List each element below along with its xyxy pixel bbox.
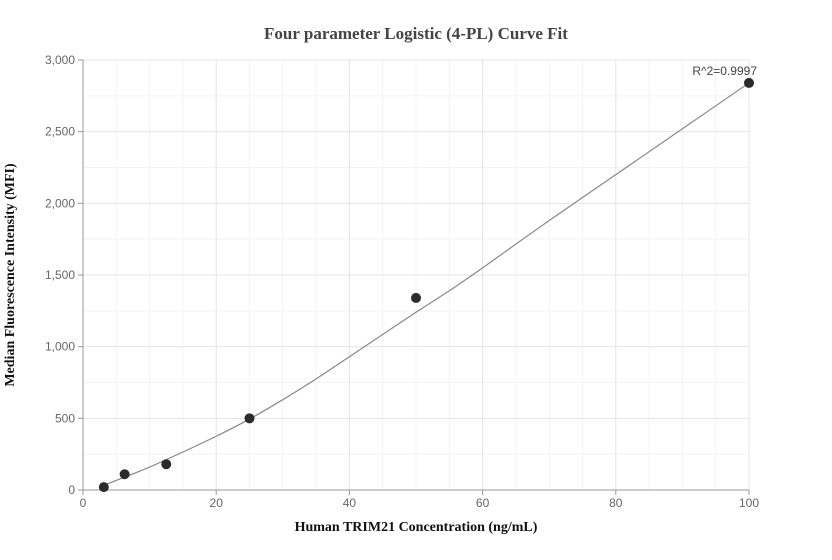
data-point <box>411 292 421 303</box>
x-tick-label: 20 <box>210 496 224 510</box>
x-tick-label: 80 <box>609 496 623 510</box>
x-axis-title: Human TRIM21 Concentration (ng/mL) <box>295 520 538 535</box>
data-point <box>161 459 172 470</box>
x-tick-label: 40 <box>343 496 357 510</box>
data-point <box>98 482 109 493</box>
y-tick-label: 2,000 <box>45 196 75 210</box>
axes <box>78 59 750 495</box>
x-tick-label: 60 <box>476 496 490 510</box>
y-tick-label: 500 <box>55 411 75 425</box>
data-point <box>244 413 255 424</box>
r-squared-annotation: R^2=0.9997 <box>692 64 757 78</box>
x-tick-label: 0 <box>80 496 87 510</box>
grid <box>83 59 750 490</box>
y-tick-label: 1,500 <box>45 268 75 282</box>
data-point <box>744 77 754 88</box>
x-tick-label: 100 <box>739 496 759 510</box>
y-tick-label: 0 <box>68 483 75 497</box>
fit-curve <box>102 82 750 487</box>
data-point <box>119 469 130 480</box>
data-points <box>98 77 754 493</box>
y-tick-label: 3,000 <box>45 53 75 67</box>
chart-title: Four parameter Logistic (4-PL) Curve Fit <box>264 24 568 43</box>
y-axis-title: Median Fluorescence Intensity (MFI) <box>3 163 18 387</box>
y-tick-label: 2,500 <box>45 125 75 139</box>
y-tick-label: 1,000 <box>45 340 75 354</box>
tick-labels: 0 20 40 60 80 100 0 500 1,000 1,500 2,000 2,500 3,00… <box>45 53 759 510</box>
